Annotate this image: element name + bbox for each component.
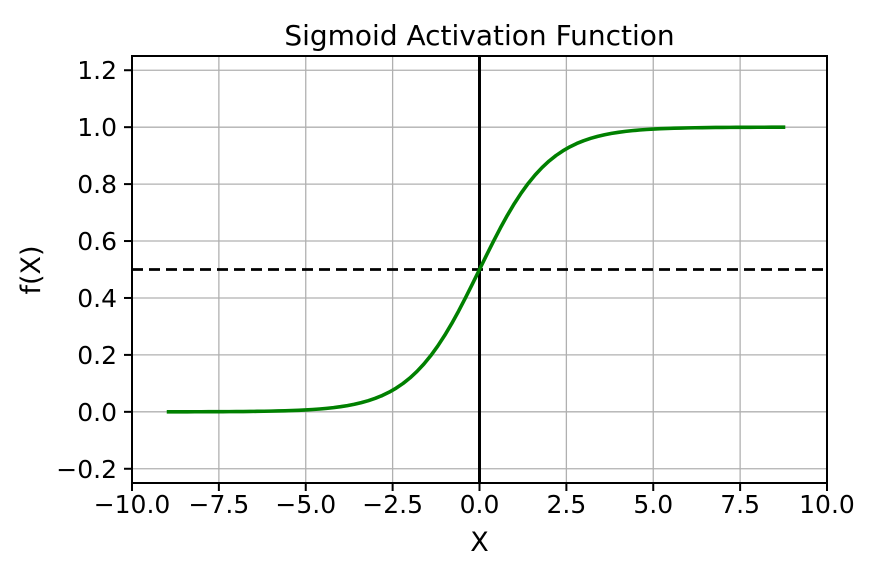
x-tick-label: 0.0 (460, 490, 500, 519)
y-tick-label: 0.8 (77, 170, 117, 199)
x-tick-label: 7.5 (720, 490, 760, 519)
y-tick-label: −0.2 (56, 455, 117, 484)
x-tick-label: −5.0 (275, 490, 336, 519)
y-tick-label: 1.0 (77, 113, 117, 142)
x-axis-label: X (470, 527, 489, 558)
chart-title: Sigmoid Activation Function (284, 19, 674, 52)
x-tick-label: −2.5 (362, 490, 423, 519)
x-tick-label: 10.0 (799, 490, 855, 519)
y-tick-label: 0.2 (77, 341, 117, 370)
x-tick-label: −7.5 (189, 490, 250, 519)
y-tick-label: 0.6 (77, 227, 117, 256)
x-tick-label: 2.5 (546, 490, 586, 519)
x-tick-label: −10.0 (94, 490, 171, 519)
y-tick-label: 1.2 (77, 56, 117, 85)
y-tick-label: 0.4 (77, 284, 117, 313)
y-tick-label: 0.0 (77, 398, 117, 427)
x-tick-label: 5.0 (633, 490, 673, 519)
y-axis-label: f(X) (16, 245, 47, 294)
sigmoid-curve (166, 125, 786, 414)
